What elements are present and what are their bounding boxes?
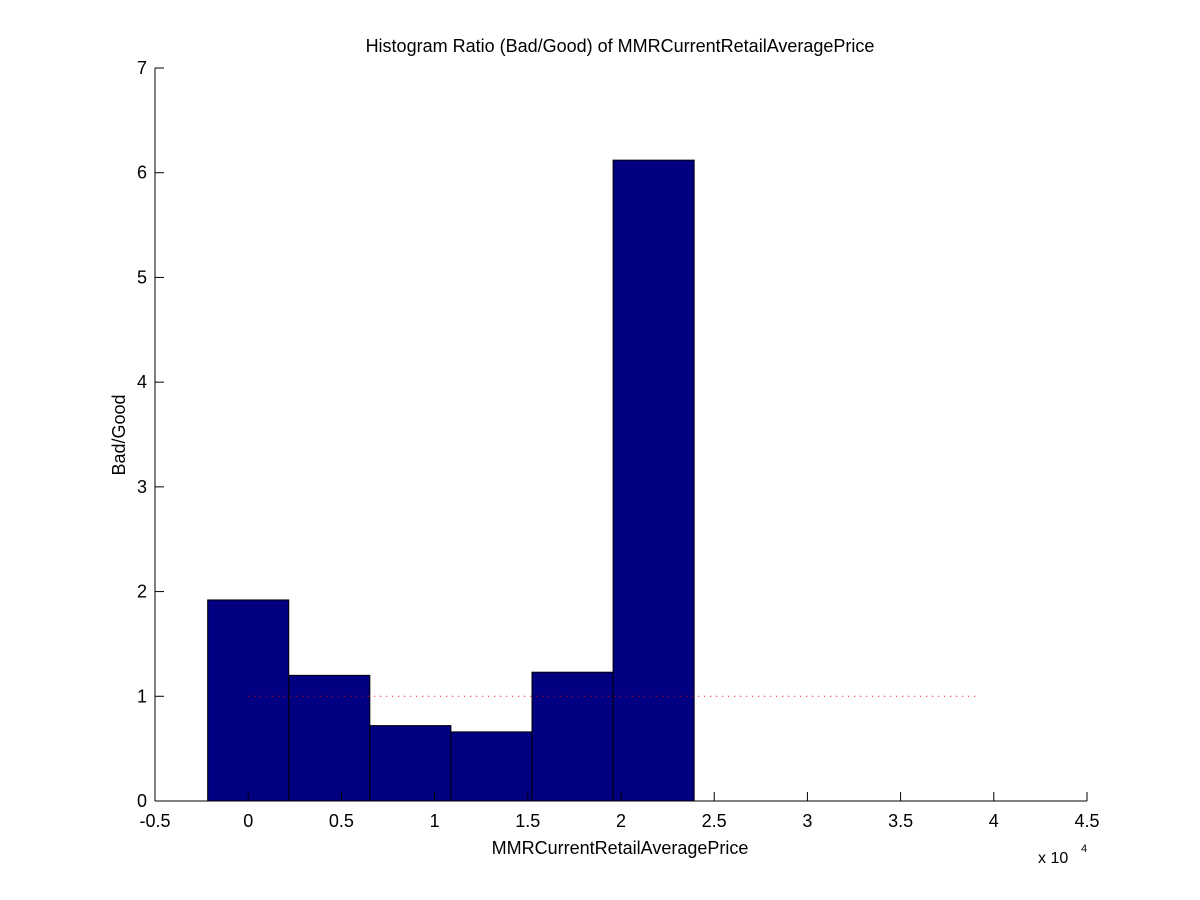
- bar-0: [207, 599, 290, 802]
- y-tick-label: 6: [137, 163, 147, 183]
- bar-5: [612, 159, 695, 802]
- x-tick-label: 3: [802, 811, 812, 831]
- bars-layer: [207, 159, 695, 802]
- y-tick-label: 3: [137, 477, 147, 497]
- y-tick-label: 4: [137, 372, 147, 392]
- y-axis-title: Bad/Good: [109, 394, 129, 475]
- y-tick-label: 2: [137, 582, 147, 602]
- x-tick-label: 1.5: [515, 811, 540, 831]
- x-exponent-power: 4: [1081, 843, 1087, 855]
- x-axis-title: MMRCurrentRetailAveragePrice: [492, 838, 749, 858]
- x-tick-label: 1: [430, 811, 440, 831]
- x-tick-label: 4.5: [1074, 811, 1099, 831]
- x-tick-label: 0: [243, 811, 253, 831]
- x-tick-label: 2: [616, 811, 626, 831]
- x-tick-label: 2.5: [702, 811, 727, 831]
- y-tick-label: 5: [137, 267, 147, 287]
- x-tick-label: 3.5: [888, 811, 913, 831]
- x-tick-label: -0.5: [139, 811, 170, 831]
- y-ticks-layer: 0 1 2 3 4 5 6 7: [137, 58, 164, 811]
- y-tick-label: 1: [137, 686, 147, 706]
- bar-4: [531, 671, 614, 802]
- bar-3: [450, 731, 533, 802]
- chart-title: Histogram Ratio (Bad/Good) of MMRCurrent…: [366, 36, 875, 56]
- bar-2: [369, 725, 452, 802]
- x-tick-label: 0.5: [329, 811, 354, 831]
- x-ticks-layer: -0.5 0 0.5 1 1.5 2 2.5 3 3.5 4 4.5: [139, 792, 1100, 831]
- y-tick-label: 0: [137, 791, 147, 811]
- y-tick-label: 7: [137, 58, 147, 78]
- x-exponent-label: x 10 4: [1038, 843, 1087, 867]
- x-exponent-base: x 10: [1038, 850, 1068, 867]
- x-tick-label: 4: [989, 811, 999, 831]
- bar-1: [288, 674, 371, 802]
